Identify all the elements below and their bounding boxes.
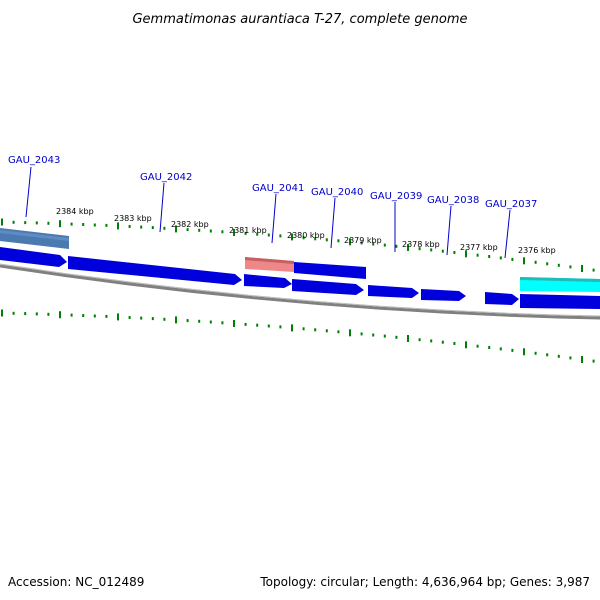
cds-arrow-gau-2039[interactable]	[368, 285, 419, 298]
cds-arrow-gau-2037[interactable]	[485, 292, 519, 305]
upper-tick-row	[1, 218, 595, 272]
genome-backbone-highlight	[0, 263, 600, 317]
leader-line-gau-2040	[330, 197, 336, 249]
gene-label-gau-2040[interactable]: GAU_2040	[311, 187, 363, 198]
leader-line-gau-2038	[446, 205, 452, 256]
accession-text: Accession: NC_012489	[8, 575, 144, 589]
cds-arrow-gau-2044[interactable]	[0, 247, 67, 267]
kbp-label: 2380 kbp	[287, 231, 325, 240]
leader-line-gau-2037	[504, 209, 511, 259]
cds-arrow-gau-2040-upper[interactable]	[294, 262, 366, 279]
kbp-label: 2379 kbp	[344, 236, 382, 245]
lower-tick-row	[1, 309, 595, 363]
kbp-label: 2382 kbp	[171, 220, 209, 229]
leader-line-gau-2042	[159, 182, 165, 233]
kbp-label: 2381 kbp	[229, 226, 267, 235]
genome-summary-text: Topology: circular; Length: 4,636,964 bp…	[259, 575, 590, 589]
cds-arrow-gau-2041[interactable]	[244, 274, 292, 288]
cds-arrow-gau-2036[interactable]	[520, 294, 600, 309]
kbp-label: 2376 kbp	[518, 246, 556, 255]
kbp-label: 2384 kbp	[56, 207, 94, 216]
gene-label-leaders	[25, 166, 511, 259]
gene-label-group: GAU_2043 GAU_2042 GAU_2041 GAU_2040 GAU_…	[8, 155, 537, 210]
gene-label-gau-2043[interactable]: GAU_2043	[8, 155, 60, 166]
leader-line-gau-2041	[271, 193, 277, 244]
genome-backbone	[0, 264, 600, 320]
gene-label-gau-2037[interactable]: GAU_2037	[485, 199, 537, 210]
highlight-bar-gau-2043-shine	[0, 230, 69, 241]
map-title: Gemmatimonas aurantiaca T-27, complete g…	[132, 12, 467, 27]
cds-arrow-gau-2042[interactable]	[68, 256, 242, 285]
gene-label-gau-2039[interactable]: GAU_2039	[370, 191, 422, 202]
kbp-label: 2377 kbp	[460, 243, 498, 252]
gene-label-gau-2041[interactable]: GAU_2041	[252, 183, 304, 194]
kbp-label: 2378 kbp	[402, 240, 440, 249]
gene-label-gau-2038[interactable]: GAU_2038	[427, 195, 479, 206]
kbp-label: 2383 kbp	[114, 214, 152, 223]
leader-line-gau-2043	[25, 166, 32, 218]
cds-arrow-gau-2038[interactable]	[421, 289, 466, 301]
highlight-bar-gau-2037-edge	[520, 277, 600, 282]
kbp-label-group: 2384 kbp 2383 kbp 2382 kbp 2381 kbp 2380…	[56, 207, 556, 255]
cds-arrow-gau-2040[interactable]	[292, 279, 364, 295]
gene-label-gau-2042[interactable]: GAU_2042	[140, 172, 192, 183]
highlight-bar-gau-2041-edge	[245, 257, 294, 264]
